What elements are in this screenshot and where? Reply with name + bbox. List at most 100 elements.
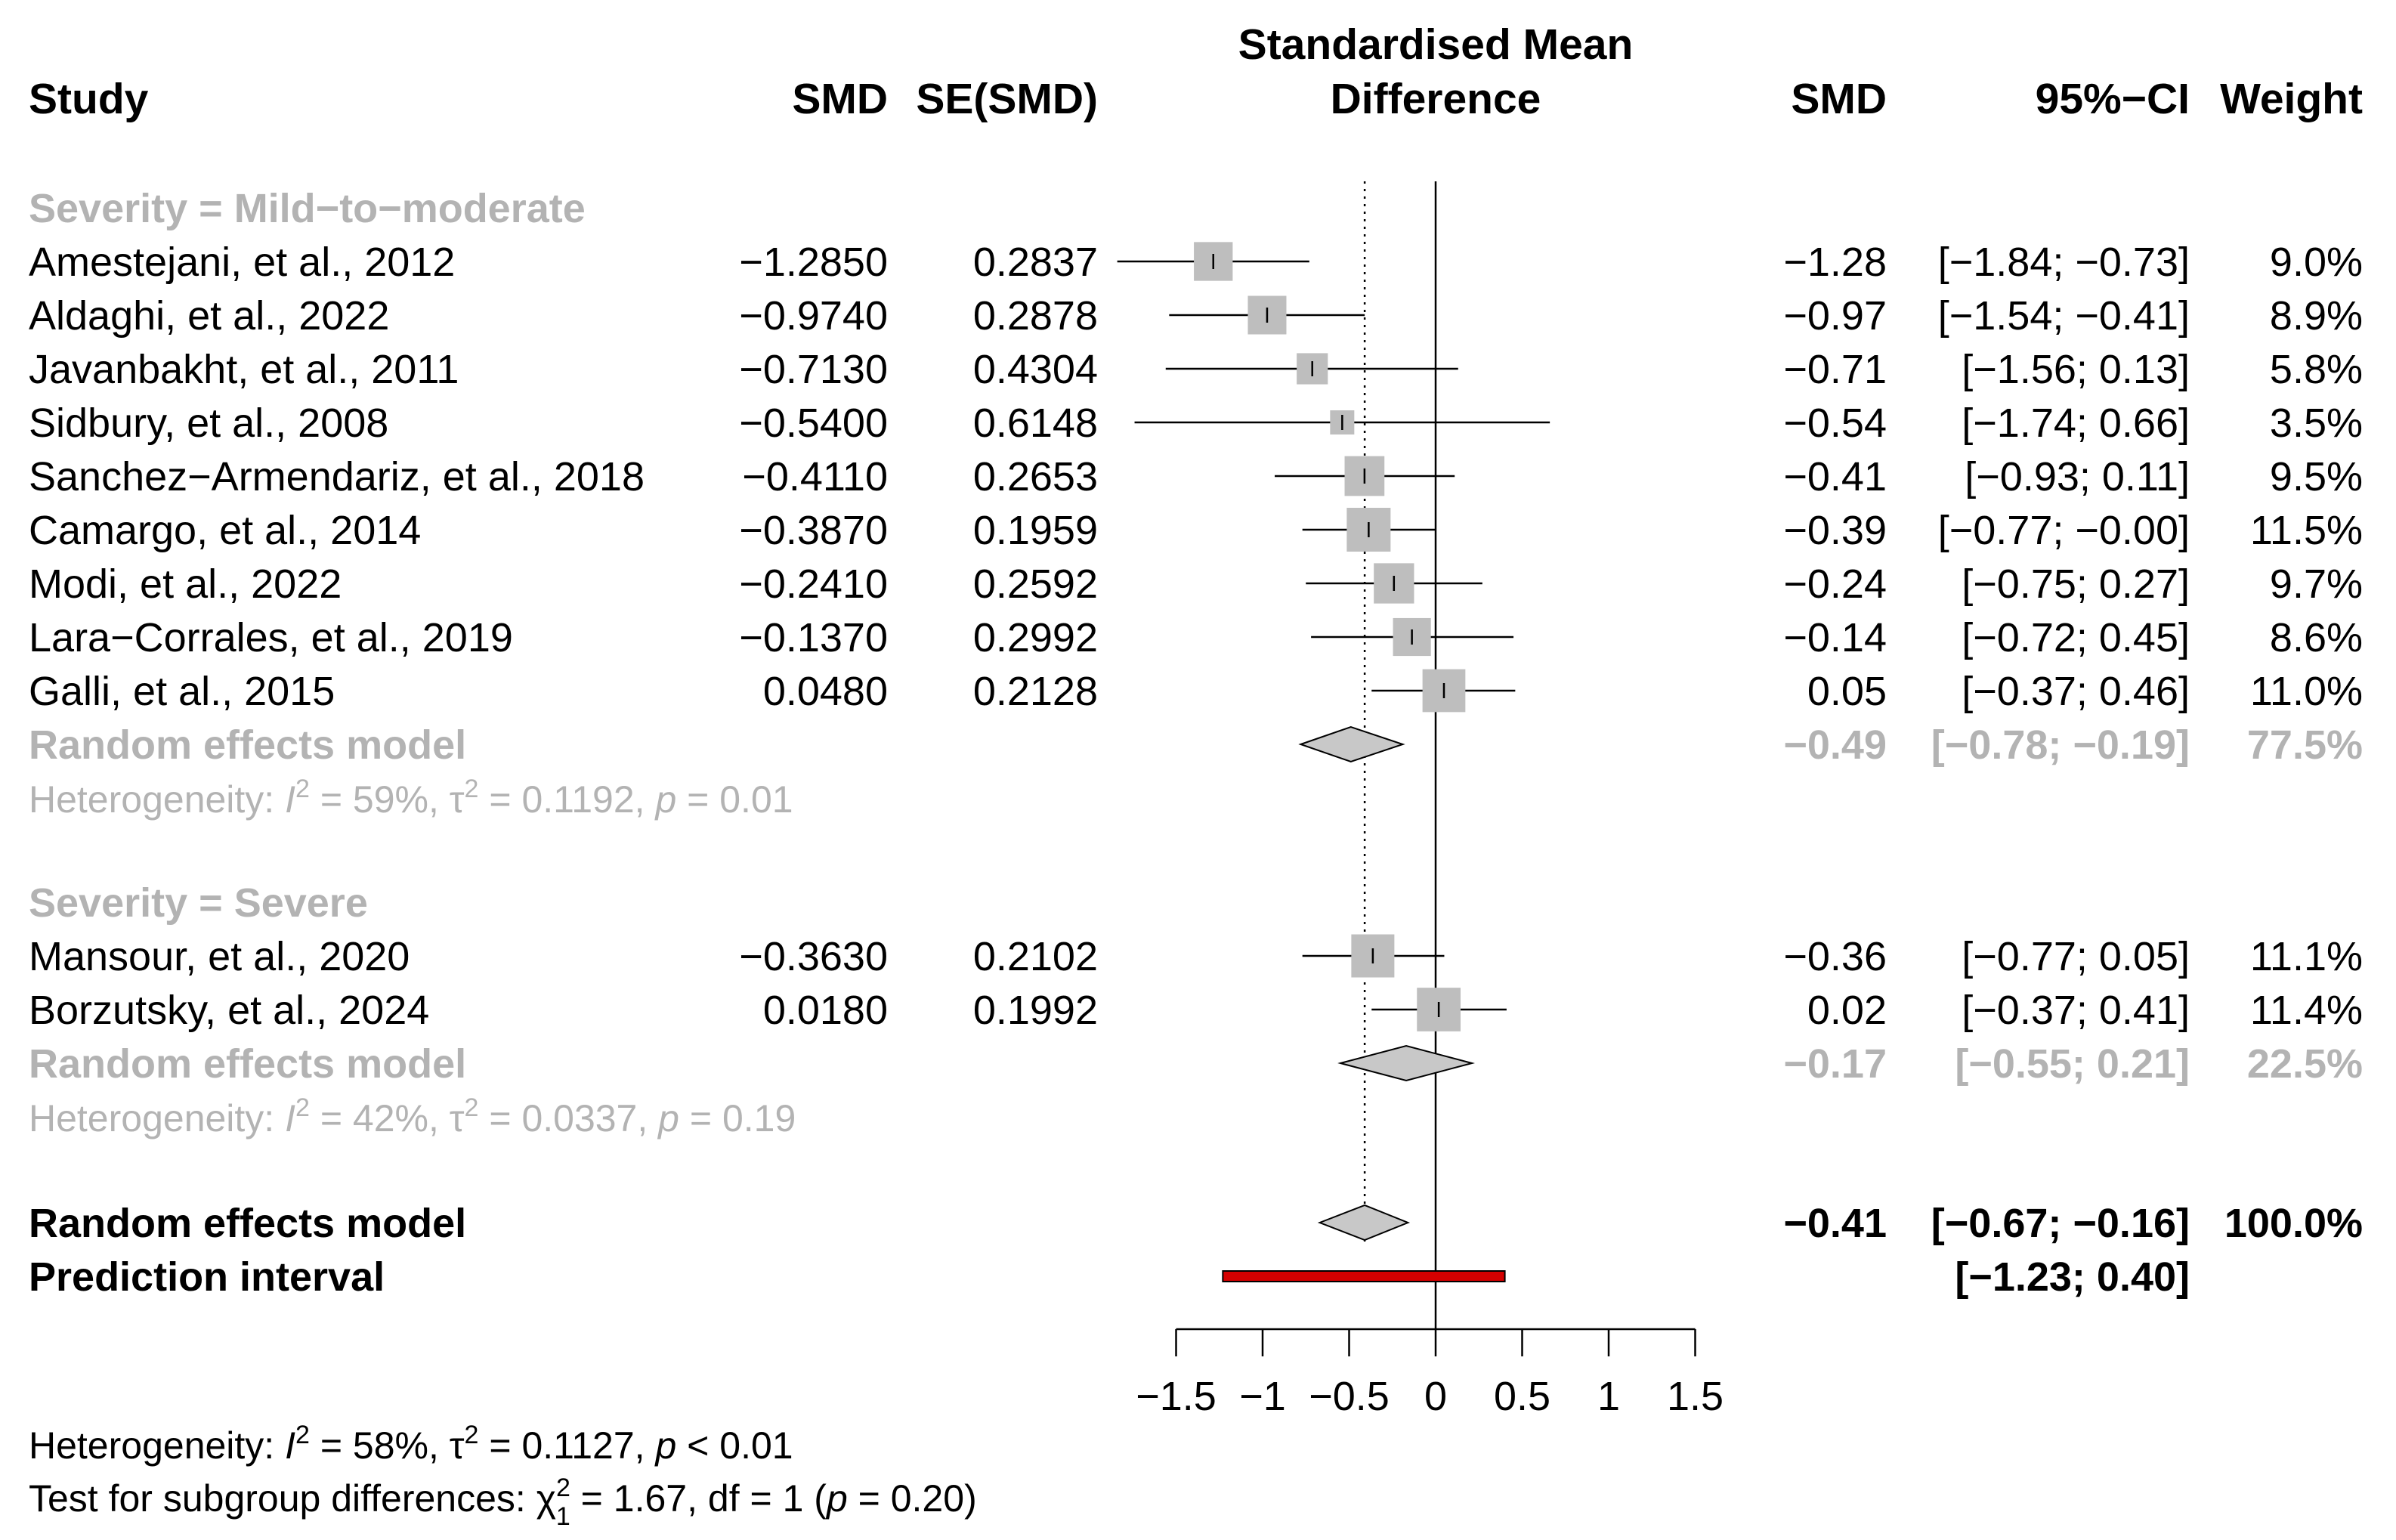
subgroup-model-label-sg1: Random effects model	[29, 722, 466, 768]
subgroup-model-weight-sg1: 77.5%	[2247, 722, 2363, 768]
study-name-sg1-study-7: Modi, et al., 2022	[29, 561, 342, 607]
study-smd-sg1-study-4: −0.5400	[739, 400, 888, 446]
study-se-sg1-study-6: 0.1959	[973, 508, 1098, 553]
study-smd-est-sg2-study-2: 0.02	[1807, 988, 1887, 1033]
study-weight-sg1-study-4: 3.5%	[2270, 400, 2363, 446]
subgroup-model-weight-sg2: 22.5%	[2247, 1041, 2363, 1087]
study-name-sg1-study-2: Aldaghi, et al., 2022	[29, 293, 389, 339]
title-line-2: Difference	[1331, 75, 1541, 123]
study-smd-est-sg1-study-5: −0.41	[1783, 454, 1887, 499]
study-ci-sg1-study-7: [−0.75; 0.27]	[1962, 561, 2190, 607]
study-smd-est-sg1-study-3: −0.71	[1783, 347, 1887, 392]
subgroup-diamond-sg2	[1337, 1044, 1476, 1082]
plot-marks	[1117, 242, 1550, 1282]
header-se: SE(SMD)	[916, 75, 1098, 123]
prediction-ci: [−1.23; 0.40]	[1955, 1254, 2190, 1300]
prediction-label: Prediction interval	[29, 1254, 385, 1300]
x-tick-label-5: 1	[1597, 1374, 1620, 1419]
study-smd-sg1-study-2: −0.9740	[739, 293, 888, 339]
header-study: Study	[29, 75, 149, 123]
study-ci-sg1-study-6: [−0.77; −0.00]	[1938, 508, 2190, 553]
study-smd-est-sg1-study-7: −0.24	[1783, 561, 1887, 607]
study-name-sg1-study-4: Sidbury, et al., 2008	[29, 400, 388, 446]
study-smd-sg1-study-5: −0.4110	[742, 454, 888, 499]
study-ci-sg1-study-4: [−1.74; 0.66]	[1962, 400, 2190, 446]
study-name-sg1-study-6: Camargo, et al., 2014	[29, 508, 421, 553]
header-ci: 95%−CI	[2036, 75, 2190, 123]
study-ci-sg1-study-5: [−0.93; 0.11]	[1965, 454, 2190, 499]
study-name-sg2-study-1: Mansour, et al., 2020	[29, 934, 410, 979]
study-se-sg1-study-2: 0.2878	[973, 293, 1098, 339]
overall-model-ci: [−0.67; −0.16]	[1931, 1201, 2190, 1246]
study-smd-est-sg1-study-2: −0.97	[1783, 293, 1887, 339]
study-smd-est-sg1-study-8: −0.14	[1783, 615, 1887, 660]
x-tick-label-1: −1	[1239, 1374, 1286, 1419]
study-name-sg1-study-5: Sanchez−Armendariz, et al., 2018	[29, 454, 645, 499]
study-ci-sg2-study-1: [−0.77; 0.05]	[1962, 934, 2190, 979]
study-se-sg2-study-1: 0.2102	[973, 934, 1098, 979]
study-weight-sg1-study-8: 8.6%	[2270, 615, 2363, 660]
study-smd-sg1-study-6: −0.3870	[739, 508, 888, 553]
x-axis: −1.5 −1 −0.5 0 0.5 1 1.5	[1136, 1328, 1724, 1419]
study-ci-sg1-study-9: [−0.37; 0.46]	[1962, 669, 2190, 714]
plot-lines	[1363, 181, 1437, 1329]
study-se-sg1-study-7: 0.2592	[973, 561, 1098, 607]
study-weight-sg2-study-1: 11.1%	[2250, 934, 2363, 979]
study-ci-sg1-study-1: [−1.84; −0.73]	[1938, 240, 2190, 285]
overall-diamond	[1317, 1204, 1411, 1242]
study-weight-sg1-study-3: 5.8%	[2270, 347, 2363, 392]
footer-subgroup-test: Test for subgroup differences: χ2 1 = 1.6…	[29, 1474, 977, 1531]
prediction-bar	[1222, 1270, 1506, 1282]
subgroup-model-smd-sg1: −0.49	[1783, 722, 1887, 768]
study-ci-sg1-study-3: [−1.56; 0.13]	[1962, 347, 2190, 392]
x-tick-label-4: 0.5	[1494, 1374, 1550, 1419]
subgroup-model-ci-sg2: [−0.55; 0.21]	[1955, 1041, 2190, 1087]
study-smd-sg1-study-9: 0.0480	[763, 669, 888, 714]
study-smd-est-sg2-study-1: −0.36	[1783, 934, 1887, 979]
study-smd-est-sg1-study-4: −0.54	[1783, 400, 1887, 446]
overall-model-weight: 100.0%	[2224, 1201, 2363, 1246]
study-smd-sg1-study-8: −0.1370	[739, 615, 888, 660]
study-ci-sg1-study-2: [−1.54; −0.41]	[1938, 293, 2190, 339]
study-name-sg1-study-3: Javanbakht, et al., 2011	[29, 347, 459, 392]
subgroup-model-label-sg2: Random effects model	[29, 1041, 466, 1087]
study-se-sg1-study-1: 0.2837	[973, 240, 1098, 285]
study-se-sg2-study-2: 0.1992	[973, 988, 1098, 1033]
x-tick-label-3: 0	[1424, 1374, 1447, 1419]
study-smd-sg1-study-1: −1.2850	[739, 240, 888, 285]
study-smd-sg2-study-1: −0.3630	[739, 934, 888, 979]
title-line-1: Standardised Mean	[1238, 20, 1634, 69]
study-smd-sg1-study-3: −0.7130	[739, 347, 888, 392]
study-smd-sg1-study-7: −0.2410	[739, 561, 888, 607]
x-tick-label-6: 1.5	[1667, 1374, 1724, 1419]
study-se-sg1-study-3: 0.4304	[973, 347, 1098, 392]
subgroup-model-smd-sg2: −0.17	[1783, 1041, 1887, 1087]
study-ci-sg2-study-2: [−0.37; 0.41]	[1962, 988, 2190, 1033]
subgroup-model-ci-sg1: [−0.78; −0.19]	[1931, 722, 2190, 768]
x-tick-label-2: −0.5	[1309, 1374, 1390, 1419]
subgroup-diamond-sg1	[1298, 725, 1405, 763]
overall-model-smd: −0.41	[1783, 1201, 1887, 1246]
study-name-sg1-study-9: Galli, et al., 2015	[29, 669, 335, 714]
subgroup-label-sg1: Severity = Mild−to−moderate	[29, 186, 586, 231]
study-weight-sg1-study-1: 9.0%	[2270, 240, 2363, 285]
study-smd-est-sg1-study-9: 0.05	[1807, 669, 1887, 714]
header-smd-right: SMD	[1791, 75, 1887, 123]
x-tick-label-0: −1.5	[1136, 1374, 1217, 1419]
study-weight-sg1-study-7: 9.7%	[2270, 561, 2363, 607]
study-weight-sg2-study-2: 11.4%	[2250, 988, 2363, 1033]
study-smd-est-sg1-study-6: −0.39	[1783, 508, 1887, 553]
study-ci-sg1-study-8: [−0.72; 0.45]	[1962, 615, 2190, 660]
study-name-sg1-study-8: Lara−Corrales, et al., 2019	[29, 615, 513, 660]
study-se-sg1-study-8: 0.2992	[973, 615, 1098, 660]
study-weight-sg1-study-9: 11.0%	[2250, 669, 2363, 714]
subgroup-heterogeneity-sg1: Heterogeneity: I2 = 59%, τ2 = 0.1192, p …	[29, 775, 793, 821]
subgroup-label-sg2: Severity = Severe	[29, 880, 368, 926]
study-weight-sg1-study-6: 11.5%	[2250, 508, 2363, 553]
study-weight-sg1-study-5: 9.5%	[2270, 454, 2363, 499]
study-weight-sg1-study-2: 8.9%	[2270, 293, 2363, 339]
table-rows: Severity = Mild−to−moderate Amestejani, e…	[29, 186, 2363, 1300]
study-smd-sg2-study-2: 0.0180	[763, 988, 888, 1033]
study-name-sg1-study-1: Amestejani, et al., 2012	[29, 240, 455, 285]
